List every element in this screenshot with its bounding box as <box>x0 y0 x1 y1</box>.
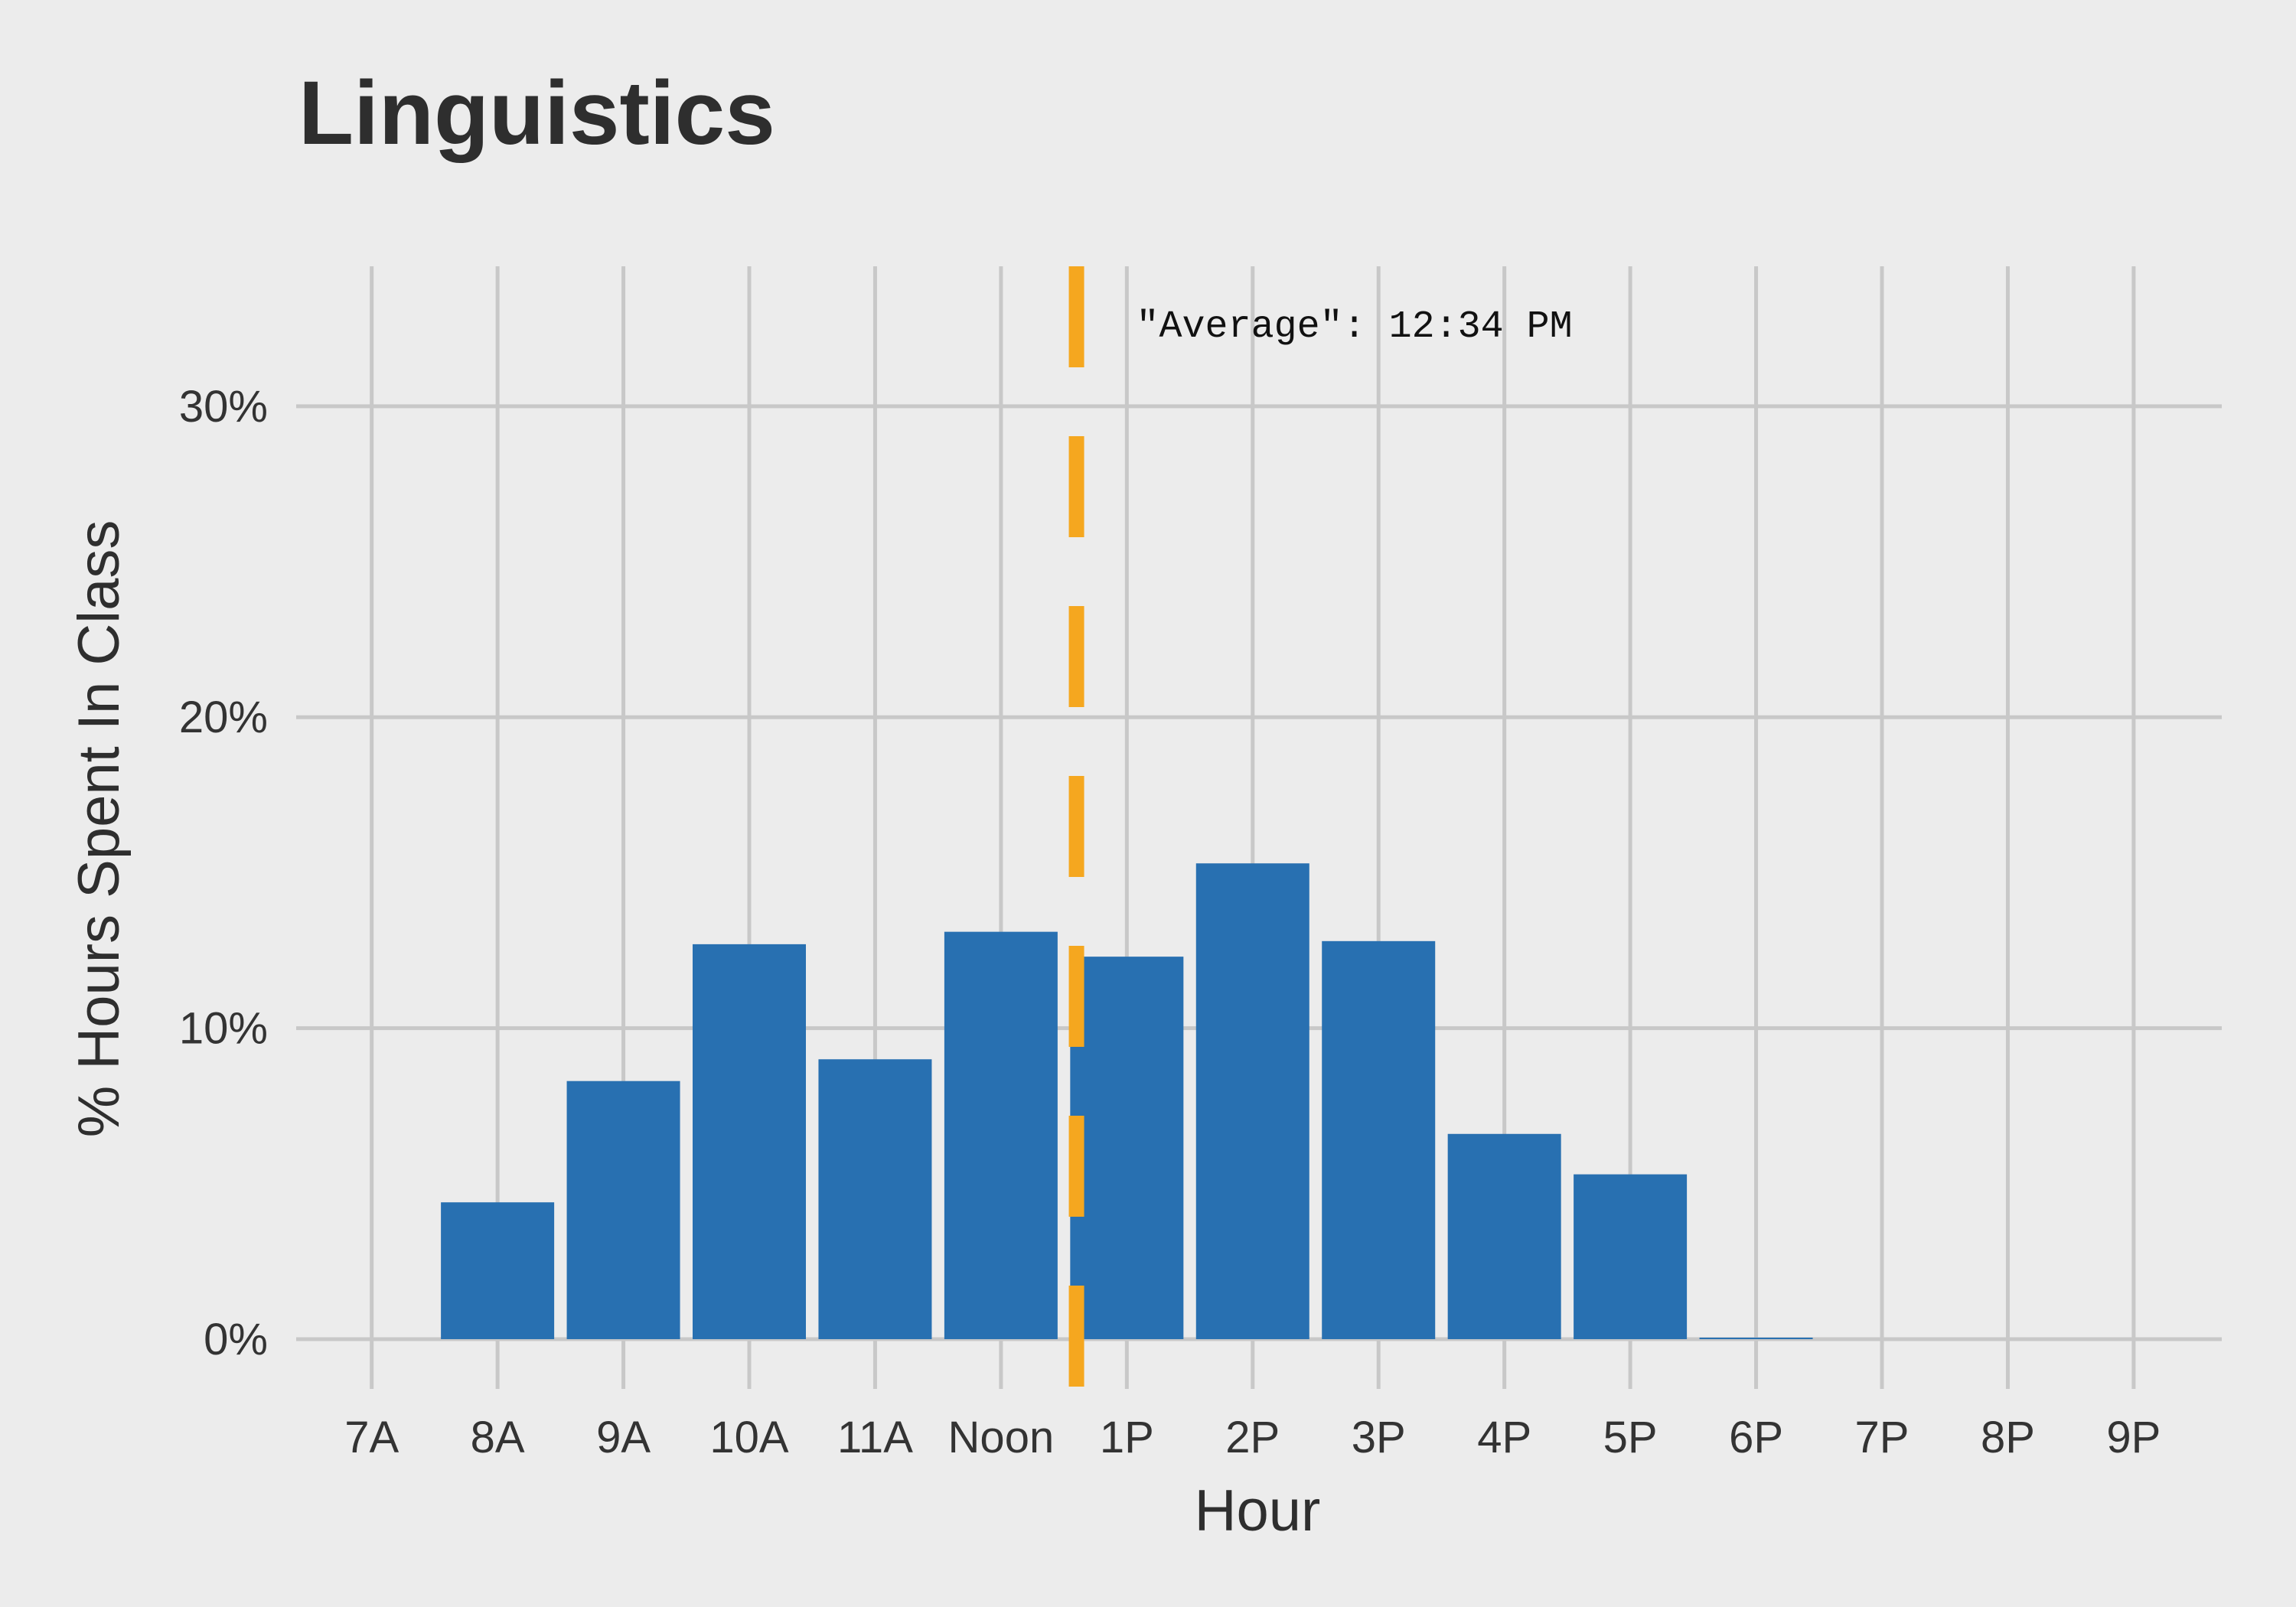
y-axis-title: % Hours Spent In Class <box>67 520 132 1138</box>
x-tick-label: 3P <box>1352 1413 1406 1462</box>
bar-9a <box>566 1081 680 1339</box>
x-tick-label: 5P <box>1603 1413 1658 1462</box>
x-tick-label: 9P <box>2106 1413 2161 1462</box>
x-tick-label: 7A <box>344 1413 399 1462</box>
bar-noon <box>944 931 1058 1339</box>
x-tick-label: 7P <box>1855 1413 1910 1462</box>
x-tick-label: 2P <box>1225 1413 1280 1462</box>
bar-3p <box>1322 940 1436 1339</box>
x-axis-title: Hour <box>1195 1478 1321 1543</box>
bars-layer <box>441 863 1813 1339</box>
chart-title: Linguistics <box>298 63 775 164</box>
x-tick-label: 8P <box>1981 1413 2035 1462</box>
bar-1p <box>1070 957 1184 1339</box>
y-tick-label: 30% <box>179 382 268 432</box>
x-tick-label: 6P <box>1729 1413 1783 1462</box>
y-tick-label: 0% <box>204 1315 268 1364</box>
x-tick-label: 9A <box>596 1413 651 1462</box>
x-tick-label: Noon <box>948 1413 1055 1462</box>
bar-11a <box>818 1059 932 1339</box>
x-tick-label: 8A <box>471 1413 525 1462</box>
bar-2p <box>1195 863 1309 1339</box>
bar-10a <box>693 944 806 1339</box>
x-tick-labels: 7A 8A 9A 10A 11A Noon 1P 2P 3P 4P 5P 6P 7P 8P 9P <box>344 1413 2161 1462</box>
bar-6p <box>1699 1337 1813 1339</box>
y-tick-label: 10% <box>179 1004 268 1054</box>
x-tick-label: 4P <box>1477 1413 1531 1462</box>
x-tick-label: 1P <box>1100 1413 1154 1462</box>
bar-4p <box>1447 1133 1561 1339</box>
x-tick-label: 11A <box>837 1413 913 1462</box>
x-tick-label: 10A <box>709 1413 789 1462</box>
y-tick-label: 20% <box>179 693 268 742</box>
average-label: "Average": 12:34 PM <box>1137 305 1573 349</box>
bar-8a <box>441 1202 555 1339</box>
average-layer: "Average": 12:34 PM <box>1068 266 1573 1389</box>
bar-5p <box>1574 1174 1688 1339</box>
y-tick-labels: 0% 10% 20% 30% <box>179 382 268 1364</box>
